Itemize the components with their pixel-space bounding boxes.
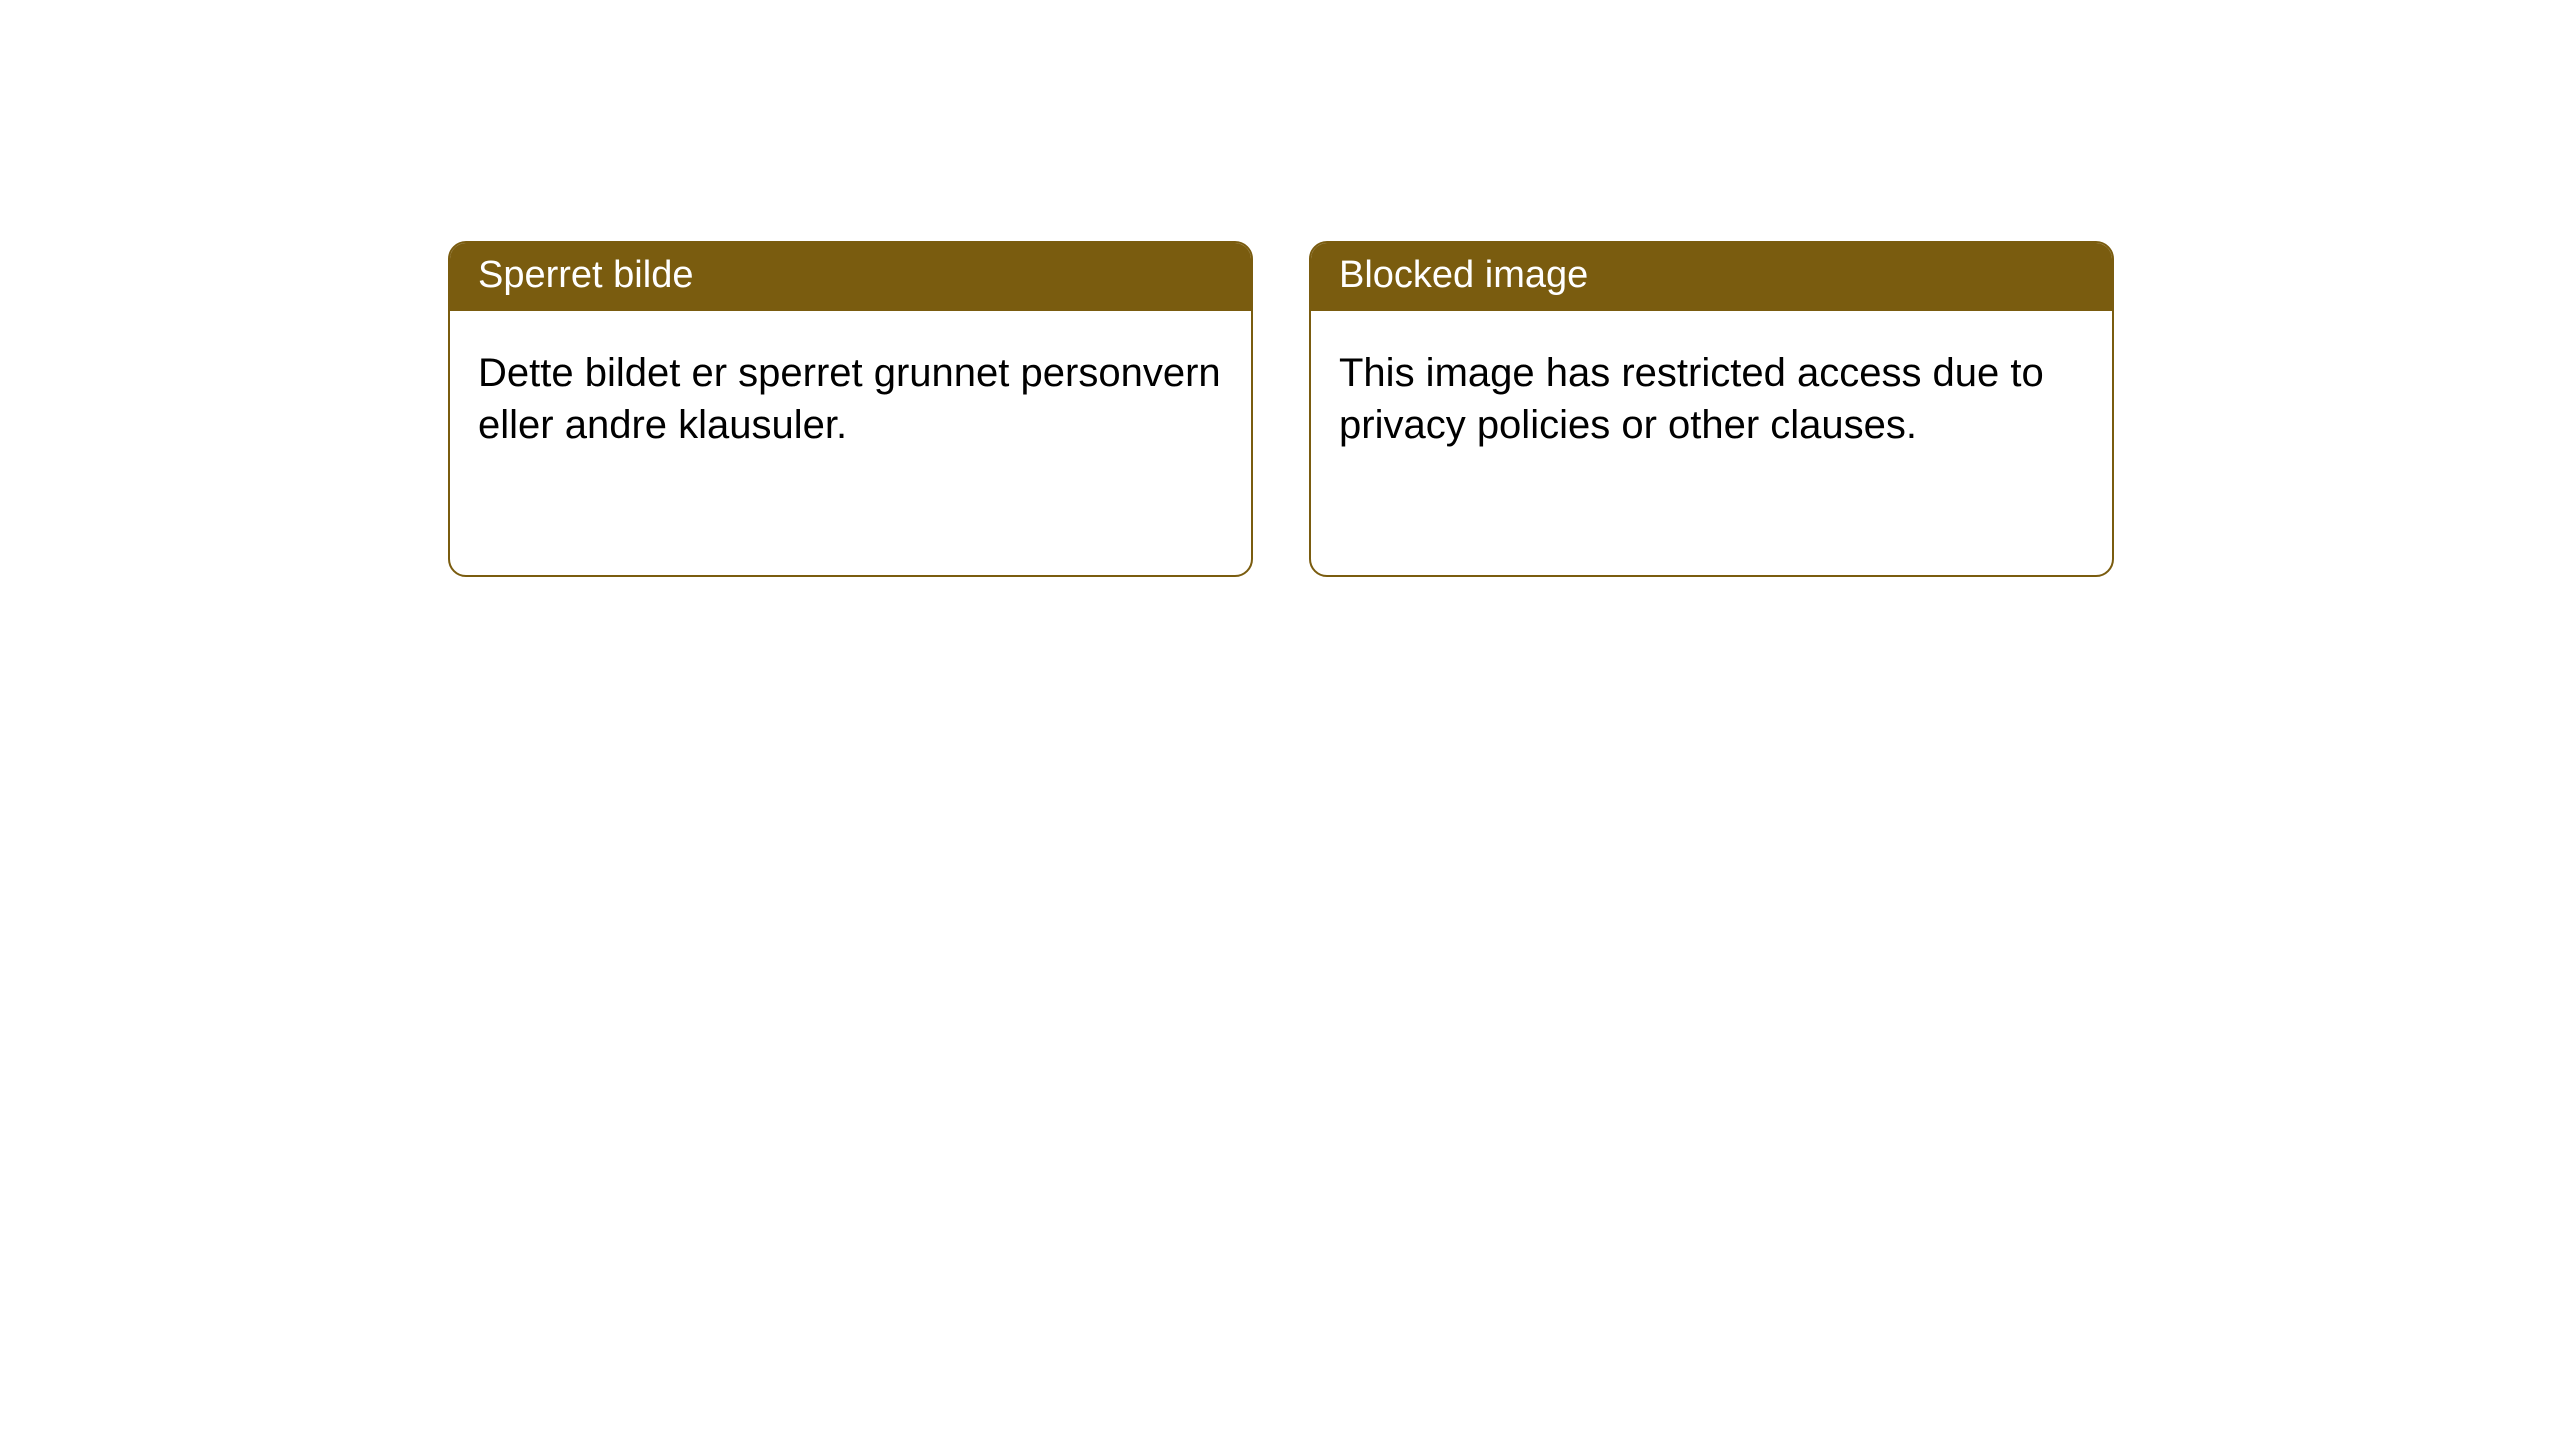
card-title: Blocked image: [1339, 254, 1588, 296]
card-body-text: This image has restricted access due to …: [1339, 351, 2044, 447]
blocked-image-card-no: Sperret bilde Dette bildet er sperret gr…: [448, 241, 1253, 577]
card-body-text: Dette bildet er sperret grunnet personve…: [478, 351, 1221, 447]
blocked-image-card-en: Blocked image This image has restricted …: [1309, 241, 2114, 577]
card-header: Sperret bilde: [450, 243, 1251, 311]
card-title: Sperret bilde: [478, 254, 693, 296]
card-header: Blocked image: [1311, 243, 2112, 311]
card-body: This image has restricted access due to …: [1311, 311, 2112, 479]
cards-container: Sperret bilde Dette bildet er sperret gr…: [0, 0, 2560, 577]
card-body: Dette bildet er sperret grunnet personve…: [450, 311, 1251, 479]
